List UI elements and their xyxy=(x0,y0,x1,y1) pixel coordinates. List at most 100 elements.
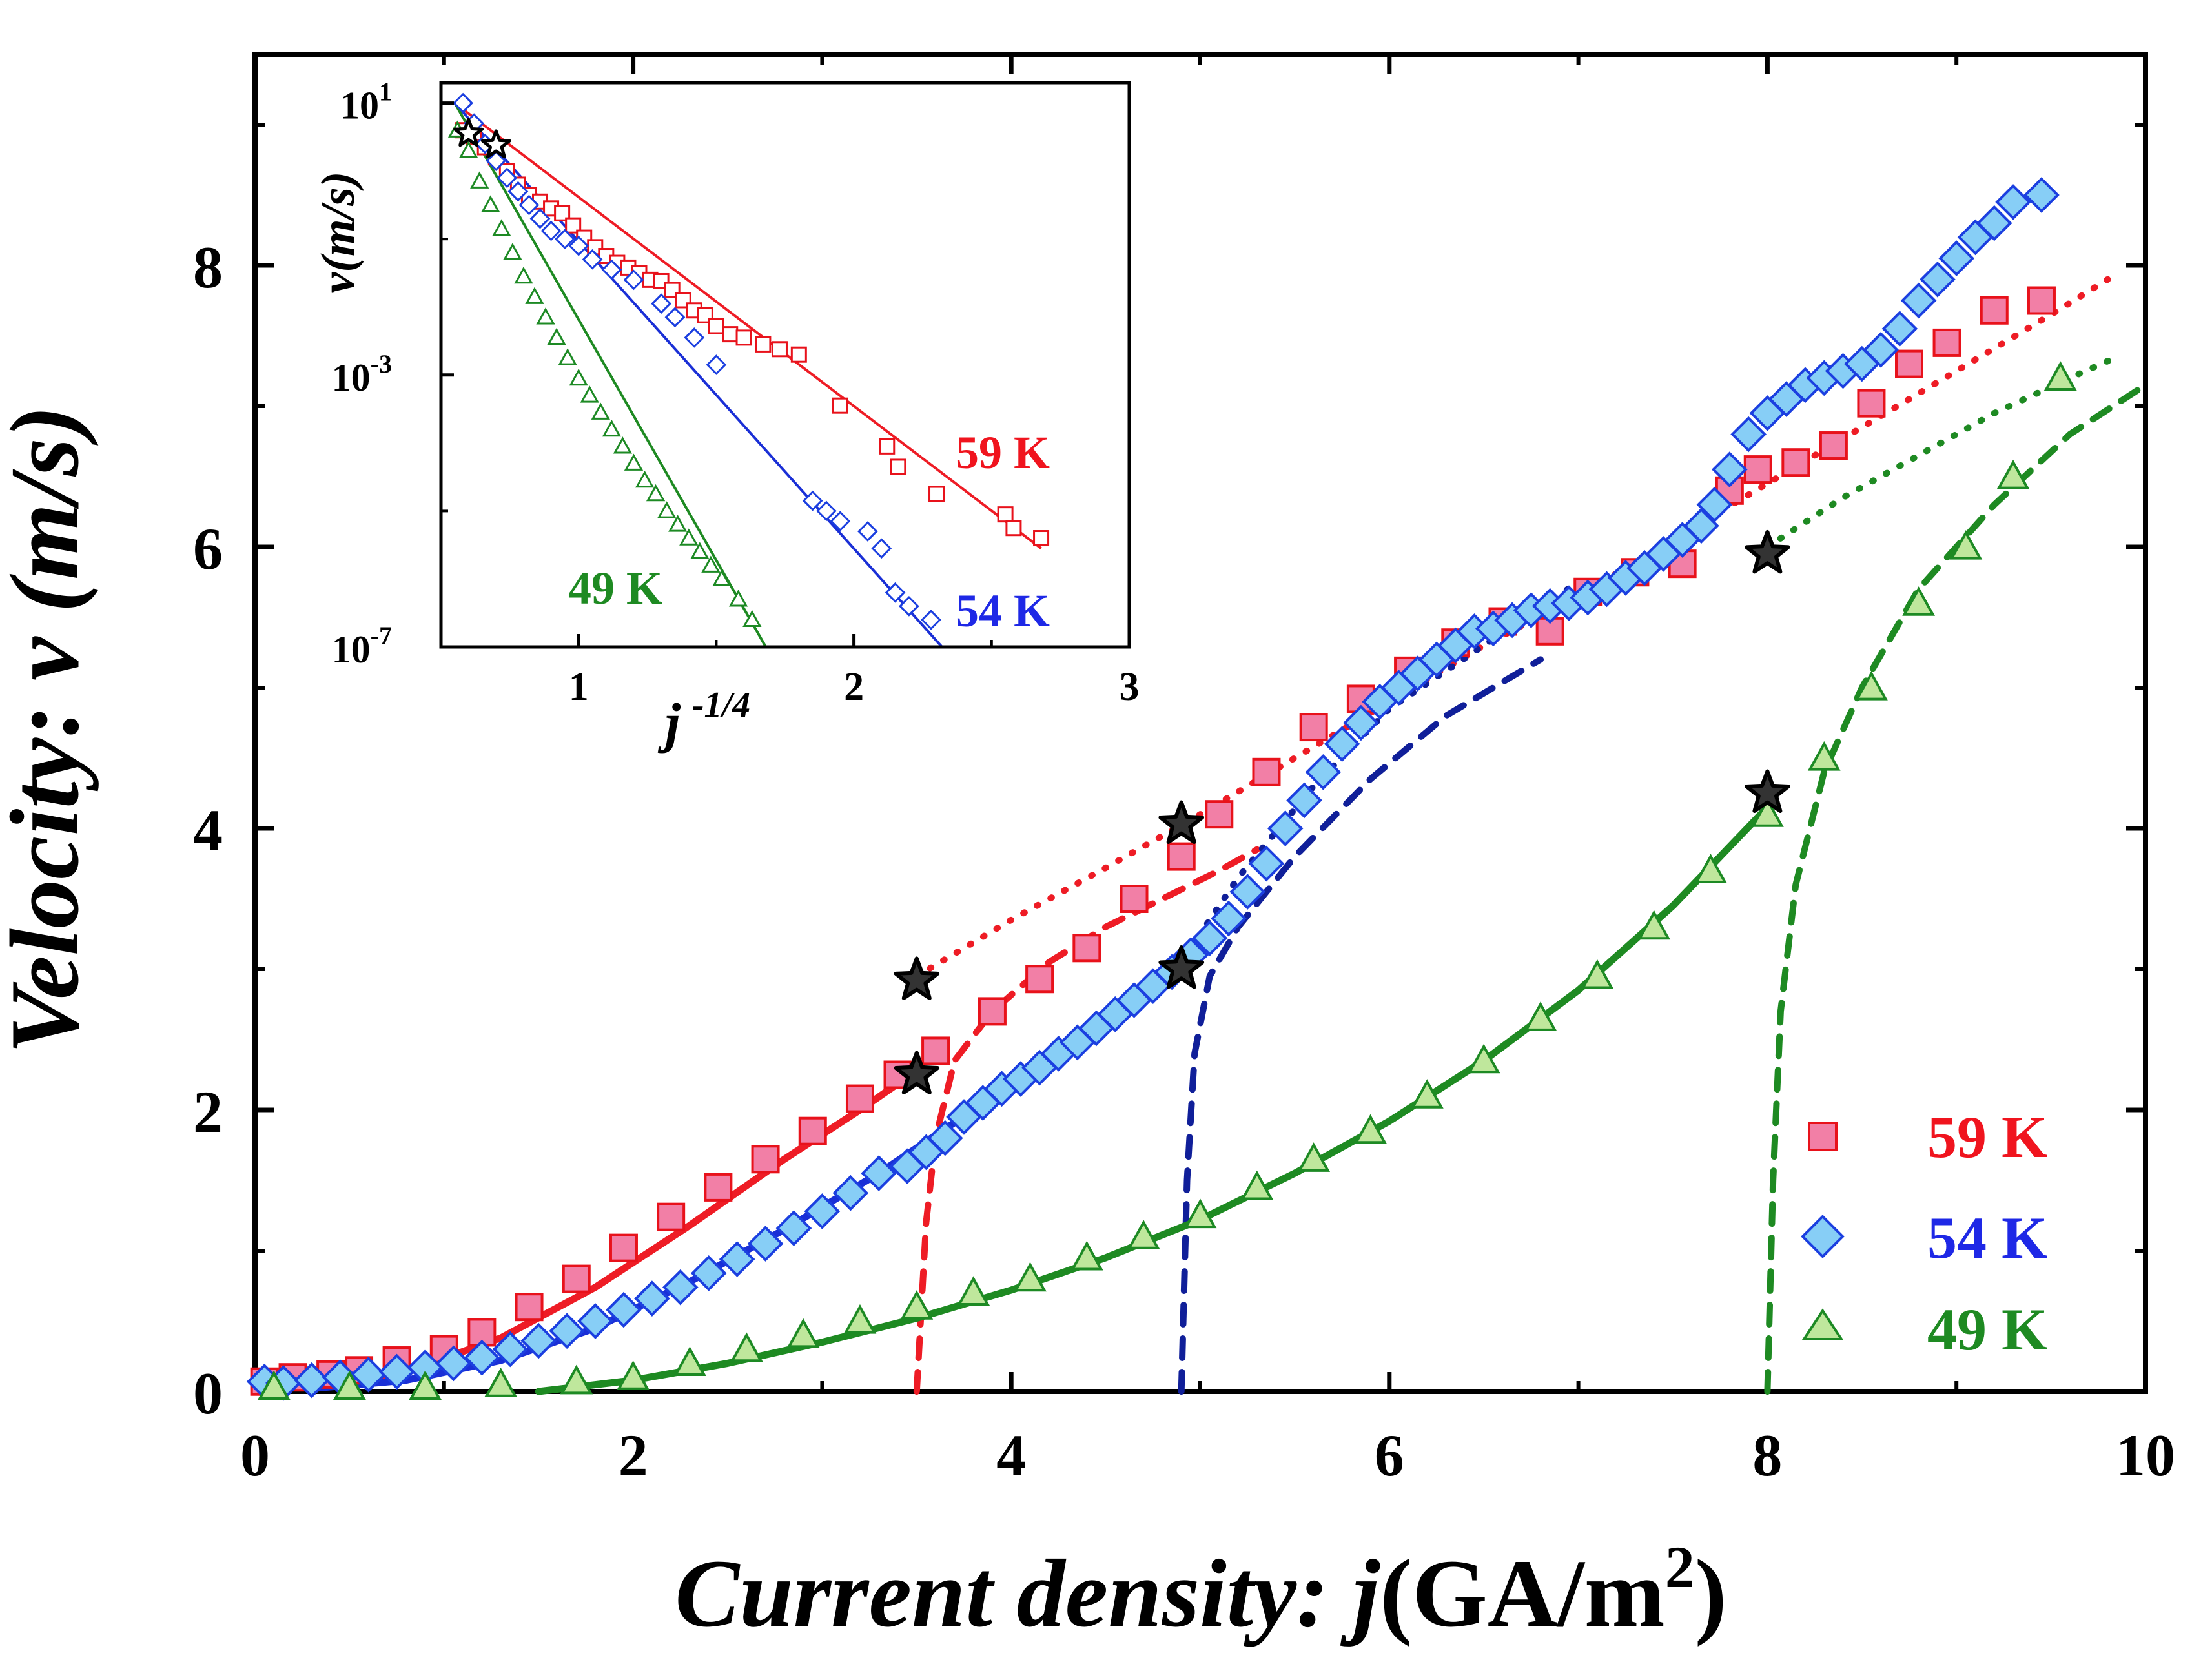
fit-dashed-49k xyxy=(1764,382,2149,1395)
point-59k xyxy=(704,1173,733,1202)
inset-fit-49k xyxy=(453,102,767,648)
inset-point-49k xyxy=(635,470,655,488)
point-54k xyxy=(1938,240,1975,276)
fit-dotted-49k xyxy=(1764,353,2121,550)
point-59k xyxy=(562,1264,591,1293)
legend-label-54k: 54 K xyxy=(1927,1205,2048,1271)
inset-point-54k xyxy=(529,208,551,229)
point-59k xyxy=(467,1318,497,1347)
point-59k xyxy=(609,1233,638,1262)
inset-point-49k xyxy=(503,243,522,260)
point-59k xyxy=(751,1145,780,1174)
point-54k xyxy=(1730,416,1767,453)
point-59k xyxy=(1205,800,1234,829)
main-axis-ticks: 0 2 4 6 8 10 0 2 4 6 8 xyxy=(193,54,2175,1488)
point-49k xyxy=(1751,797,1784,827)
point-59k xyxy=(1980,296,2009,325)
inset-point-54k xyxy=(802,490,823,511)
point-49k xyxy=(1855,670,1888,701)
legend-marker-49k xyxy=(1801,1308,1844,1340)
point-49k xyxy=(1240,1170,1274,1200)
point-49k xyxy=(843,1304,877,1334)
x-axis-title: Current density: j(GA/m2) xyxy=(675,1534,1726,1647)
inset-y-axis-title: v(m/s) xyxy=(312,171,365,293)
point-59k xyxy=(1895,349,1923,378)
x-axis-title-sup: 2 xyxy=(1665,1534,1695,1600)
point-49k xyxy=(900,1290,934,1320)
inset-point-49k xyxy=(547,327,566,345)
point-54k xyxy=(1305,754,1342,790)
inset-point-49k xyxy=(613,436,633,454)
point-59k xyxy=(1743,455,1772,484)
inset-y-tick-label: 101 xyxy=(340,77,392,127)
point-49k xyxy=(1807,741,1841,771)
point-49k xyxy=(1127,1220,1160,1249)
point-49k xyxy=(673,1346,706,1376)
point-54k xyxy=(1211,900,1247,937)
point-59k xyxy=(845,1084,874,1113)
point-59k xyxy=(1025,965,1054,994)
y-tick-label: 2 xyxy=(193,1079,223,1145)
point-54k xyxy=(804,1193,841,1229)
point-49k xyxy=(409,1370,442,1400)
point-59k xyxy=(657,1202,686,1231)
point-59k xyxy=(1299,713,1328,742)
legend-label-59k: 59 K xyxy=(1927,1104,2048,1170)
point-54k xyxy=(719,1241,755,1277)
point-54k xyxy=(1286,782,1322,819)
x-axis-title-close: ) xyxy=(1695,1540,1727,1647)
point-54k xyxy=(1881,311,1918,347)
point-54k xyxy=(1683,508,1719,544)
x-axis-title-units: (GA/m xyxy=(1380,1540,1665,1647)
point-59k xyxy=(1120,885,1149,913)
inset-point-49k xyxy=(712,569,732,586)
inset-point-49k xyxy=(657,501,677,518)
inset-point-49k xyxy=(481,195,500,212)
point-49k xyxy=(617,1360,650,1390)
inset-point-49k xyxy=(690,542,710,559)
inset-y-tick-exponent: -7 xyxy=(371,621,392,650)
x-tick-label: 4 xyxy=(996,1422,1026,1488)
point-54k xyxy=(1324,726,1360,763)
point-54k xyxy=(294,1362,330,1399)
point-54k xyxy=(1267,810,1304,846)
inset-point-59k xyxy=(890,458,906,475)
point-49k xyxy=(1070,1240,1103,1271)
inset-x-tick-label: 1 xyxy=(569,665,589,709)
legend-label-49k: 49 K xyxy=(1927,1297,2048,1362)
inset-point-54k xyxy=(453,92,473,114)
point-59k xyxy=(1781,448,1810,477)
inset-point-49k xyxy=(525,287,544,304)
point-59k xyxy=(2027,286,2056,315)
inset-point-59k xyxy=(832,397,848,414)
inset-x-tick-label: 3 xyxy=(1120,665,1140,709)
inset-point-49k xyxy=(646,484,666,502)
inset-point-49k xyxy=(514,266,533,284)
point-59k xyxy=(798,1116,827,1145)
inset-point-49k xyxy=(580,385,599,403)
inset-fit-59k xyxy=(454,101,1042,549)
point-49k xyxy=(730,1332,763,1362)
inset-point-59k xyxy=(722,326,739,343)
point-54k xyxy=(927,1120,963,1156)
point-49k xyxy=(484,1367,518,1397)
inset-label-49k: 49 K xyxy=(568,562,662,614)
main-data-points xyxy=(246,177,2077,1401)
point-54k xyxy=(1248,845,1285,882)
inset-point-49k xyxy=(701,555,721,573)
inset-label-54k: 54 K xyxy=(956,585,1050,637)
point-54k xyxy=(747,1226,784,1262)
point-59k xyxy=(921,1036,950,1065)
inset-point-49k xyxy=(624,453,644,471)
inset-plot-area xyxy=(447,92,1050,648)
inset-x-tick-label: 2 xyxy=(844,665,864,709)
point-49k xyxy=(957,1276,990,1306)
x-tick-label: 6 xyxy=(1375,1422,1404,1488)
inset-point-54k xyxy=(582,249,603,270)
fit-dashed-59k xyxy=(913,846,1260,1395)
inset-point-59k xyxy=(708,318,724,334)
inset-point-54k xyxy=(664,307,686,328)
inset-point-49k xyxy=(536,307,555,325)
inset-point-54k xyxy=(518,194,540,216)
